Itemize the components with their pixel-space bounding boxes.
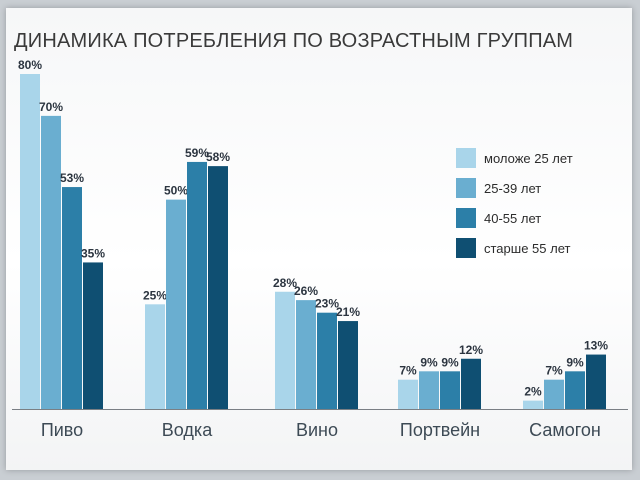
category-label: Водка [162, 420, 213, 440]
data-label: 59% [185, 146, 209, 160]
data-label: 12% [459, 343, 483, 357]
legend-label: 40-55 лет [484, 210, 542, 226]
legend-swatch [456, 238, 476, 258]
bar [83, 262, 103, 409]
chart-legend: моложе 25 лет 25-39 лет 40-55 лет старше 55… [456, 143, 573, 263]
data-label: 70% [39, 100, 63, 114]
category-label: Пиво [41, 420, 83, 440]
data-label: 9% [566, 355, 584, 369]
data-label: 58% [206, 150, 230, 164]
legend-label: старше 55 лет [484, 240, 571, 256]
bar [145, 304, 165, 409]
bar [586, 354, 606, 409]
data-label: 9% [441, 355, 459, 369]
bar [565, 371, 585, 409]
bar [296, 300, 316, 409]
bar [523, 400, 543, 409]
bar [419, 371, 439, 409]
legend-item: моложе 25 лет [456, 143, 573, 173]
data-label: 2% [524, 385, 542, 399]
data-label: 21% [336, 305, 360, 319]
legend-item: 25-39 лет [456, 173, 573, 203]
data-label: 50% [164, 184, 188, 198]
legend-label: 25-39 лет [484, 180, 542, 196]
bar [208, 166, 228, 409]
chart-title: ДИНАМИКА ПОТРЕБЛЕНИЯ ПО ВОЗРАСТНЫМ ГРУПП… [14, 30, 574, 52]
bar [338, 321, 358, 409]
data-label: 23% [315, 297, 339, 311]
data-label: 26% [294, 284, 318, 298]
bar [275, 291, 295, 409]
data-label: 80% [18, 58, 42, 72]
legend-item: 40-55 лет [456, 203, 573, 233]
legend-item: старше 55 лет [456, 233, 573, 263]
data-label: 53% [60, 171, 84, 185]
category-label: Вино [296, 420, 338, 440]
bar [461, 358, 481, 409]
bar [440, 371, 460, 409]
bar [398, 379, 418, 409]
legend-swatch [456, 208, 476, 228]
category-label: Портвейн [400, 420, 480, 440]
data-label: 7% [545, 364, 563, 378]
bar [317, 312, 337, 409]
legend-label: моложе 25 лет [484, 150, 573, 166]
bar [20, 74, 40, 409]
data-label: 28% [273, 276, 297, 290]
bar [544, 379, 564, 409]
bar [62, 187, 82, 409]
data-label: 35% [81, 246, 105, 260]
data-label: 7% [399, 364, 417, 378]
category-label: Самогон [529, 420, 601, 440]
data-label: 25% [143, 288, 167, 302]
data-label: 13% [584, 339, 608, 353]
bar [187, 161, 207, 409]
bar [41, 115, 61, 409]
bar [166, 199, 186, 409]
legend-swatch [456, 178, 476, 198]
data-label: 9% [420, 355, 438, 369]
legend-swatch [456, 148, 476, 168]
